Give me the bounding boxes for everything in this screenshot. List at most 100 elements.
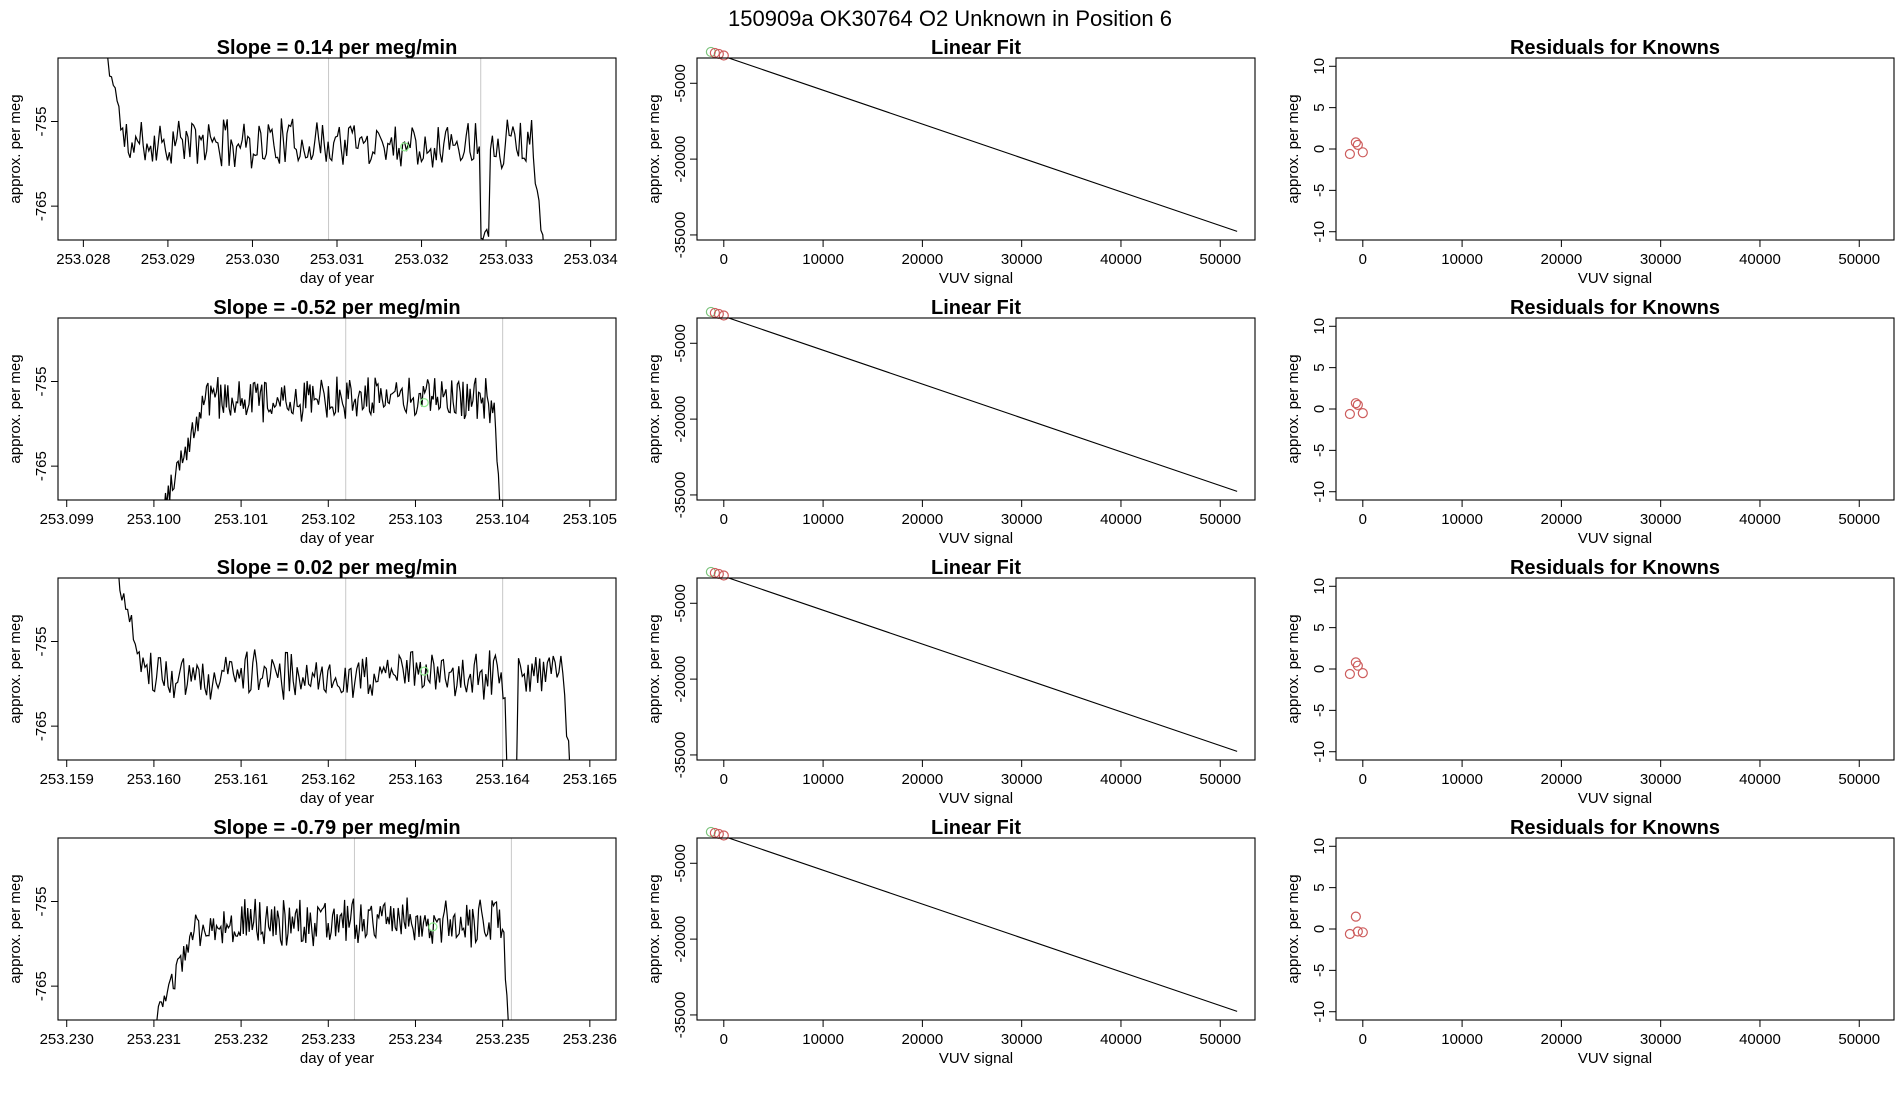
y-tick-label: -5000 — [672, 844, 689, 882]
y-tick-label: -765 — [33, 451, 50, 481]
y-axis-label: approx. per meg — [7, 94, 24, 203]
x-tick-label: 253.102 — [301, 511, 355, 528]
x-tick-label: 253.031 — [310, 251, 364, 268]
x-axis-label: VUV signal — [1578, 1050, 1652, 1067]
plot-frame — [696, 317, 1256, 501]
x-tick-label: 253.103 — [388, 511, 442, 528]
x-tick-label: 253.233 — [301, 1031, 355, 1048]
plot-frame — [696, 837, 1256, 1021]
series-trace — [156, 897, 509, 1020]
data-point — [1344, 668, 1356, 680]
x-tick-label: 253.159 — [40, 771, 94, 788]
x-tick-label: 20000 — [1541, 1031, 1583, 1048]
x-tick-label: 50000 — [1199, 771, 1241, 788]
x-tick-label: 253.231 — [127, 1031, 181, 1048]
x-tick-label: 40000 — [1100, 251, 1142, 268]
x-tick-label: 10000 — [802, 251, 844, 268]
x-tick-label: 0 — [720, 1031, 728, 1048]
x-tick-label: 253.104 — [476, 511, 530, 528]
x-tick-label: 30000 — [1640, 251, 1682, 268]
x-tick-label: 20000 — [1541, 771, 1583, 788]
x-axis-label: VUV signal — [1578, 270, 1652, 287]
data-point-green — [419, 398, 429, 408]
data-point — [705, 566, 717, 578]
data-point — [718, 570, 729, 581]
x-tick-label: 253.034 — [564, 251, 618, 268]
data-point — [1357, 147, 1368, 158]
y-tick-label: -765 — [33, 711, 50, 741]
x-tick-label: 253.236 — [563, 1031, 617, 1048]
x-tick-label: 30000 — [1640, 771, 1682, 788]
y-axis-label: approx. per meg — [1285, 354, 1302, 463]
x-tick-label: 10000 — [802, 771, 844, 788]
y-tick-label: 10 — [1311, 578, 1328, 595]
x-tick-label: 10000 — [1441, 511, 1483, 528]
y-tick-label: -35000 — [672, 212, 689, 259]
x-tick-label: 253.230 — [40, 1031, 94, 1048]
data-point — [709, 827, 720, 839]
y-tick-label: -5000 — [672, 64, 689, 102]
data-point — [705, 306, 717, 318]
x-tick-label: 253.029 — [141, 251, 195, 268]
x-tick-label: 253.028 — [56, 251, 110, 268]
fit-line — [726, 838, 1238, 1012]
x-tick-label: 253.163 — [388, 771, 442, 788]
x-tick-label: 253.160 — [127, 771, 181, 788]
panel-timeseries-3: Slope = 0.02 per meg/min 253.159 253.160 25… — [7, 557, 617, 807]
x-tick-label: 30000 — [1001, 771, 1043, 788]
x-tick-label: 10000 — [802, 1031, 844, 1048]
panel-title: Slope = -0.79 per meg/min — [213, 817, 460, 839]
plot-frame — [57, 577, 617, 761]
panel-title: Residuals for Knowns — [1510, 557, 1720, 579]
y-axis-label: approx. per meg — [646, 614, 663, 723]
y-tick-label: -755 — [33, 626, 50, 656]
x-tick-label: 253.161 — [214, 771, 268, 788]
x-tick-label: 253.234 — [388, 1031, 442, 1048]
x-tick-label: 0 — [1359, 251, 1367, 268]
data-point — [1357, 408, 1368, 419]
x-tick-label: 20000 — [902, 771, 944, 788]
x-axis-label: VUV signal — [1578, 790, 1652, 807]
y-axis-label: approx. per meg — [646, 354, 663, 463]
y-tick-label: -20000 — [672, 136, 689, 183]
x-tick-label: 0 — [1359, 511, 1367, 528]
data-point-green — [419, 666, 429, 676]
y-tick-label: 5 — [1311, 883, 1328, 891]
y-tick-label: 0 — [1311, 405, 1328, 413]
y-tick-label: 10 — [1311, 58, 1328, 75]
y-axis-label: approx. per meg — [646, 874, 663, 983]
y-tick-label: -10 — [1311, 221, 1328, 243]
y-tick-label: -5 — [1311, 964, 1328, 977]
x-axis-label: day of year — [300, 790, 374, 807]
x-axis-label: VUV signal — [1578, 530, 1652, 547]
panels: Slope = 0.14 per meg/min 253.028 253.029 25… — [7, 37, 1895, 1067]
x-tick-label: 10000 — [1441, 771, 1483, 788]
data-point — [1357, 927, 1368, 938]
x-tick-label: 30000 — [1001, 511, 1043, 528]
x-tick-label: 50000 — [1838, 1031, 1880, 1048]
x-axis-label: VUV signal — [939, 530, 1013, 547]
y-tick-label: -10 — [1311, 741, 1328, 763]
panel-timeseries-1: Slope = 0.14 per meg/min 253.028 253.029 25… — [7, 37, 618, 287]
panel-resid-3: Residuals for Knowns 0 10000 20000 30000 4000… — [1285, 557, 1895, 807]
x-tick-label: 30000 — [1640, 1031, 1682, 1048]
data-point — [709, 567, 720, 579]
y-tick-label: -5 — [1311, 444, 1328, 457]
x-tick-label: 30000 — [1640, 511, 1682, 528]
y-tick-label: 0 — [1311, 665, 1328, 673]
x-tick-label: 20000 — [902, 1031, 944, 1048]
y-tick-label: 0 — [1311, 925, 1328, 933]
y-tick-label: -35000 — [672, 732, 689, 779]
x-tick-label: 253.165 — [563, 771, 617, 788]
fit-line — [726, 58, 1238, 232]
panel-fit-4: Linear Fit 0 10000 20000 30000 40000 50000 -350… — [646, 817, 1256, 1067]
y-tick-label: 10 — [1311, 838, 1328, 855]
panel-title: Linear Fit — [931, 557, 1021, 579]
y-axis-label: approx. per meg — [646, 94, 663, 203]
y-tick-label: 5 — [1311, 363, 1328, 371]
panel-title: Residuals for Knowns — [1510, 37, 1720, 59]
y-tick-label: -5 — [1311, 704, 1328, 717]
panel-resid-4: Residuals for Knowns 0 10000 20000 30000 4000… — [1285, 817, 1895, 1067]
